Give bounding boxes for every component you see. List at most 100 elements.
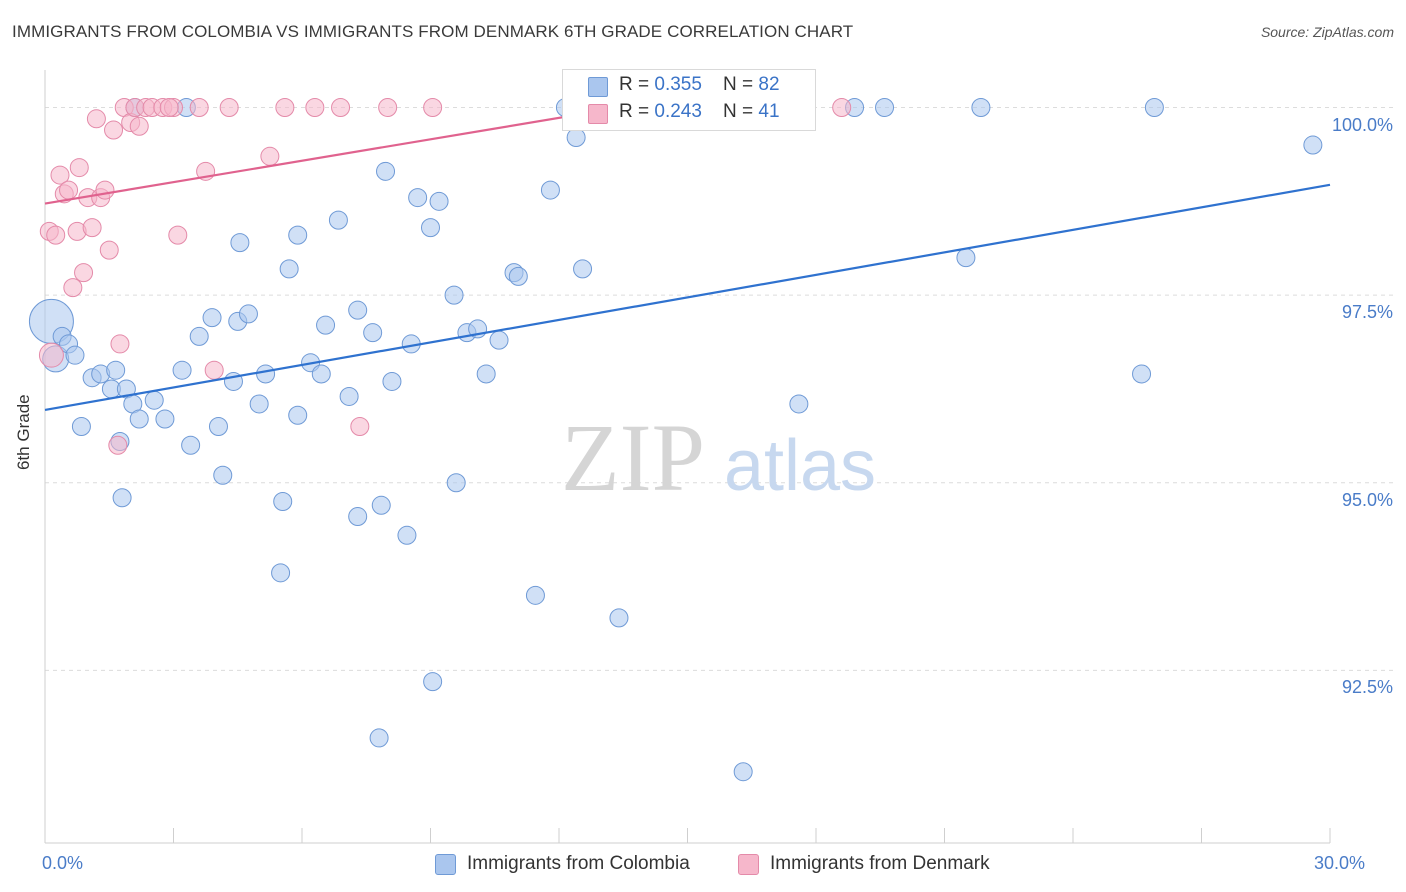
denmark-point — [99, 240, 119, 260]
denmark-point — [46, 225, 66, 245]
colombia-point — [540, 180, 560, 200]
colombia-point — [956, 248, 976, 268]
denmark-point — [260, 146, 280, 166]
colombia-point — [408, 188, 428, 208]
colombia-point — [271, 563, 291, 583]
denmark-point — [204, 360, 224, 380]
colombia-point — [446, 473, 466, 493]
y-tick-label: 100.0% — [1331, 114, 1393, 135]
y-tick-label: 95.0% — [1341, 489, 1393, 510]
denmark-point — [50, 165, 70, 185]
denmark-point — [86, 109, 106, 129]
colombia-point — [316, 315, 336, 335]
y-tick-label: 97.5% — [1341, 302, 1393, 323]
colombia-point — [339, 386, 359, 406]
colombia-point — [144, 390, 164, 410]
gridlines — [45, 107, 1395, 671]
colombia-point — [444, 285, 464, 305]
colombia-point — [279, 259, 299, 279]
denmark-point — [305, 98, 325, 118]
colombia-point — [155, 409, 175, 429]
colombia-point — [789, 394, 809, 414]
x-tick-label: 30.0% — [1313, 853, 1365, 873]
watermark-zip: ZIP — [561, 404, 705, 511]
denmark-point — [832, 98, 852, 118]
series-denmark-points — [38, 98, 852, 455]
denmark-point — [38, 342, 64, 368]
colombia-legend-swatch — [435, 854, 456, 875]
legend-denmark-text: R = 0.243 N = 41 — [619, 101, 780, 122]
denmark-point — [59, 180, 79, 200]
colombia-point — [106, 360, 126, 380]
colombia-point — [288, 225, 308, 245]
denmark-point — [69, 158, 89, 178]
colombia-point — [249, 394, 269, 414]
colombia-point — [733, 762, 753, 782]
colombia-point — [311, 364, 331, 384]
denmark-point — [129, 116, 149, 136]
colombia-point — [429, 191, 449, 211]
colombia-point — [238, 304, 258, 324]
colombia-point — [189, 326, 209, 346]
denmark-point — [168, 225, 188, 245]
colombia-point — [288, 405, 308, 425]
colombia-point — [875, 98, 895, 118]
denmark-point — [275, 98, 295, 118]
denmark-point — [219, 98, 239, 118]
colombia-point — [421, 218, 440, 238]
colombia-point — [328, 210, 348, 230]
denmark-point — [63, 278, 83, 298]
colombia-point — [172, 360, 192, 380]
denmark-point — [74, 263, 94, 283]
colombia-point — [1144, 98, 1164, 118]
colombia-point — [1132, 364, 1152, 384]
denmark-legend-label: Immigrants from Denmark — [770, 853, 990, 874]
axes — [44, 70, 1331, 844]
denmark-point — [110, 334, 130, 354]
colombia-point — [202, 308, 222, 328]
colombia-point — [208, 416, 228, 436]
denmark-swatch — [588, 104, 608, 124]
watermark-atlas: atlas — [724, 426, 876, 506]
colombia-point — [363, 323, 383, 343]
colombia-point — [609, 608, 629, 628]
colombia-legend-label: Immigrants from Colombia — [467, 853, 690, 874]
colombia-point — [129, 409, 149, 429]
colombia-point — [213, 465, 233, 485]
colombia-point — [65, 345, 85, 365]
denmark-point — [189, 98, 209, 118]
denmark-point — [331, 98, 351, 118]
colombia-point — [423, 672, 443, 692]
x-tick-label: 0.0% — [42, 853, 84, 873]
colombia-point — [181, 435, 201, 455]
correlation-legend: R = 0.355 N = 82 R = 0.243 N = 41 — [562, 69, 816, 131]
colombia-point — [382, 371, 402, 391]
trend-lines — [44, 98, 1331, 412]
colombia-point — [348, 507, 368, 527]
source-label: Source: ZipAtlas.com — [1260, 24, 1394, 40]
colombia-point — [230, 233, 250, 253]
colombia-point — [273, 492, 293, 512]
colombia-point — [971, 98, 991, 118]
colombia-point — [1303, 135, 1323, 155]
colombia-point — [376, 161, 396, 181]
colombia-point — [573, 259, 593, 279]
colombia-point — [369, 728, 389, 748]
denmark-legend-swatch — [738, 854, 759, 875]
colombia-point — [525, 585, 545, 605]
denmark-point — [423, 98, 443, 118]
colombia-point — [348, 300, 368, 320]
denmark-point — [104, 120, 124, 140]
denmark-point — [378, 98, 398, 118]
colombia-point — [256, 364, 276, 384]
denmark-point — [82, 218, 102, 238]
denmark-point — [159, 98, 179, 118]
y-tick-label: 92.5% — [1341, 677, 1393, 698]
colombia-point — [112, 488, 132, 508]
denmark-point — [95, 180, 115, 200]
colombia-point — [371, 495, 391, 515]
colombia-point — [508, 266, 528, 286]
colombia-point — [476, 364, 496, 384]
colombia-point — [71, 416, 91, 436]
